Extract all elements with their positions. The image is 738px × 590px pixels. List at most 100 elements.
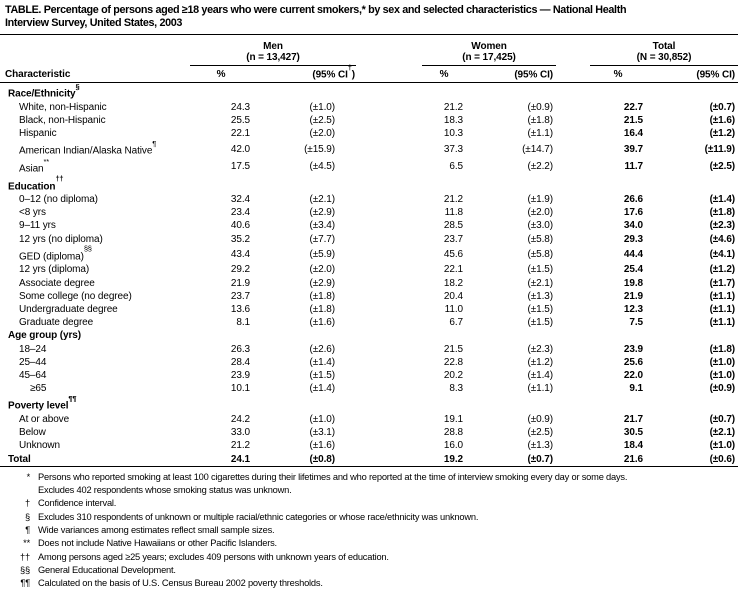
men-pct-cell — [190, 176, 252, 194]
total-ci-cell: (±2.3) — [709, 220, 736, 232]
row-label: Undergraduate degree — [0, 303, 190, 316]
men-ci-cell: (±1.0) — [309, 413, 336, 425]
row-label: 0–12 (no diploma) — [0, 193, 190, 206]
table-row: Below 33.0 (±3.1) 28.8 (±2.5) 30.5 (±2.1… — [0, 426, 738, 439]
men-ci-cell: (±4.5) — [309, 161, 336, 173]
women-pct-cell — [422, 329, 466, 342]
total-ci-cell: (±2.5) — [709, 161, 736, 173]
ci-label-part: (95% CI — [514, 69, 550, 81]
row-label: Asian** — [0, 157, 190, 176]
group-gap — [356, 452, 422, 467]
footnote-text: Does not include Native Hawaiians or oth… — [30, 537, 738, 550]
table-row: 25–44 28.4 (±1.4) 22.8 (±1.2) 25.6 (±1.0… — [0, 356, 738, 369]
row-label: Race/Ethnicity§ — [0, 82, 190, 101]
row-label-text: Undergraduate degree — [19, 304, 118, 316]
women-pct-cell: 8.3 — [449, 383, 463, 395]
group-gap — [556, 193, 590, 206]
men-pct-cell: 23.7 — [230, 290, 250, 302]
group-gap — [556, 176, 590, 194]
women-ci-cell — [466, 329, 556, 342]
women-ci-cell: (±2.3) — [527, 343, 554, 355]
footnote-text: Among persons aged ≥25 years; excludes 4… — [30, 551, 738, 564]
footnote-line: Wide variances among estimates reflect s… — [38, 524, 275, 535]
table-row: Some college (no degree) 23.7 (±1.8) 20.… — [0, 290, 738, 303]
row-label: <8 yrs — [0, 206, 190, 219]
row-label: Education†† — [0, 174, 190, 194]
men-ci-cell: (±1.6) — [309, 317, 336, 329]
group-gap — [356, 127, 422, 140]
women-ci-cell: (±1.5) — [527, 264, 554, 276]
total-ci-cell: (±1.7) — [709, 277, 736, 289]
group-gap — [356, 356, 422, 369]
footnote-text: Calculated on the basis of U.S. Census B… — [30, 577, 738, 590]
row-label: 12 yrs (diploma) — [0, 263, 190, 276]
table-body: Race/Ethnicity§ White, non-Hispanic 24.3… — [0, 82, 738, 467]
group-gap — [356, 101, 422, 114]
group-gap — [356, 158, 422, 176]
row-label: American Indian/Alaska Native¶ — [0, 139, 190, 158]
footnote-text: Confidence interval. — [30, 497, 738, 510]
women-ci-cell: (±3.0) — [527, 220, 554, 232]
women-pct-cell: 22.8 — [443, 356, 463, 368]
women-pct-cell: 11.8 — [444, 207, 463, 219]
table-row: At or above 24.2 (±1.0) 19.1 (±0.9) 21.7… — [0, 413, 738, 426]
total-ci-cell: (±1.1) — [709, 317, 736, 329]
row-label-text: 12 yrs (diploma) — [19, 264, 90, 276]
group-gap — [356, 316, 422, 329]
men-pct-cell: 23.4 — [230, 207, 250, 219]
men-ci-cell: (±7.7) — [309, 233, 336, 245]
footnote-text: Wide variances among estimates reflect s… — [30, 524, 738, 537]
ci-label-part: ) — [549, 69, 553, 81]
total-pct-cell: 21.9 — [623, 290, 643, 302]
group-gap — [556, 140, 590, 158]
title-divider — [0, 34, 738, 35]
row-label: 9–11 yrs — [0, 219, 190, 232]
total-pct-cell: 19.8 — [623, 277, 643, 289]
row-label: 12 yrs (no diploma) — [0, 233, 190, 246]
men-group-n: (n = 13,427) — [246, 52, 300, 63]
women-ci-cell: (±1.5) — [527, 317, 554, 329]
men-ci-cell: (±1.8) — [309, 304, 336, 316]
group-gap — [556, 439, 590, 452]
footnote-line: Among persons aged ≥25 years; excludes 4… — [38, 551, 389, 562]
women-ci-cell: (±2.0) — [527, 207, 554, 219]
total-pct-cell: 21.6 — [590, 452, 646, 467]
women-ci-cell: (±1.8) — [527, 115, 554, 127]
total-pct-cell: 21.7 — [623, 413, 643, 425]
table-row: <8 yrs 23.4 (±2.9) 11.8 (±2.0) 17.6 (±1.… — [0, 206, 738, 219]
total-ci-cell: (±4.6) — [709, 233, 736, 245]
table-row: Education†† — [0, 174, 738, 194]
table-row: Total 24.1 (±0.8) 19.2 (±0.7) 21.6 (±0.6… — [0, 452, 738, 467]
women-ci-cell: (±5.8) — [527, 233, 554, 245]
women-ci-cell: (±5.8) — [527, 249, 554, 261]
men-pct-cell: 22.1 — [230, 128, 250, 140]
total-ci-cell — [646, 329, 738, 342]
row-label-text: ≥65 — [30, 383, 47, 395]
row-label-text: Graduate degree — [19, 317, 94, 329]
men-pct-cell: 32.4 — [230, 194, 250, 206]
total-ci-cell: (±11.9) — [704, 143, 736, 155]
group-gap — [556, 369, 590, 382]
women-ci-cell — [466, 83, 556, 101]
women-pct-cell — [422, 83, 466, 101]
men-pct-cell: 21.2 — [230, 440, 250, 452]
men-pct-cell: 24.3 — [230, 101, 250, 113]
group-gap — [356, 140, 422, 158]
total-pct-cell: 18.4 — [623, 440, 643, 452]
women-pct-header: % — [422, 65, 466, 84]
group-gap — [556, 65, 590, 84]
group-gap — [356, 206, 422, 219]
total-ci-cell: (±1.8) — [709, 207, 736, 219]
row-label-text: Associate degree — [19, 277, 95, 289]
footnote-marker: ¶¶ — [20, 578, 30, 589]
table-row: 12 yrs (no diploma) 35.2 (±7.7) 23.7 (±5… — [0, 233, 738, 246]
total-pct-cell: 12.3 — [623, 304, 643, 316]
table-row: Asian** 17.5 (±4.5) 6.5 (±2.2) 11.7 (±2.… — [0, 157, 738, 176]
table-row: Age group (yrs) — [0, 329, 738, 342]
men-pct-cell: 28.4 — [230, 356, 250, 368]
group-gap — [556, 277, 590, 290]
women-pct-cell: 22.1 — [443, 264, 463, 276]
footnote: § Excludes 310 respondents of unknown or… — [0, 511, 738, 524]
men-pct-cell: 24.1 — [190, 452, 252, 467]
group-gap — [556, 356, 590, 369]
